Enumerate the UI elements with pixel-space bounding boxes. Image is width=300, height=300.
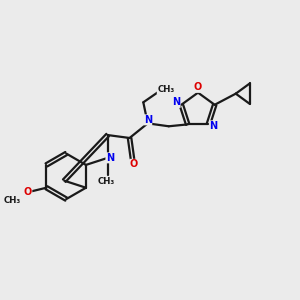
Text: CH₃: CH₃ [157,85,175,94]
Text: O: O [24,187,32,196]
Text: N: N [209,121,217,131]
Text: O: O [193,82,202,92]
Text: N: N [106,153,114,163]
Text: N: N [172,98,180,107]
Text: O: O [130,159,138,169]
Text: CH₃: CH₃ [98,177,115,186]
Text: N: N [144,115,152,125]
Text: CH₃: CH₃ [4,196,21,206]
